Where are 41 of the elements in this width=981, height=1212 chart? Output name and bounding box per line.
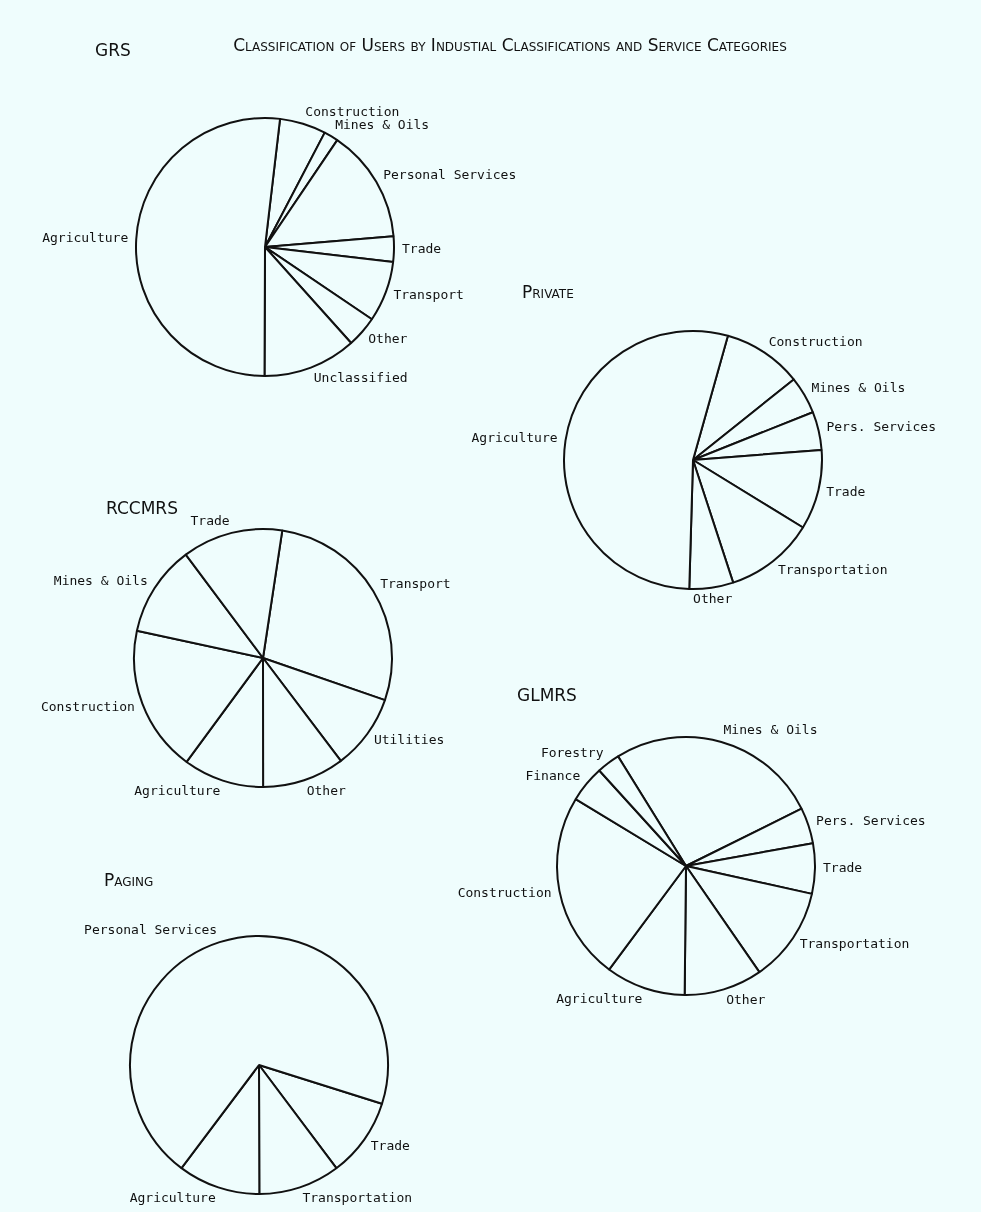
chart-title: RCCMRS <box>106 498 178 518</box>
text: Classification of Users by Industial Classifications and Service Categories <box>233 35 787 55</box>
slice-label: Transportation <box>777 562 888 578</box>
slice-label: Trade <box>826 484 866 500</box>
slice-label: Construction <box>457 884 552 900</box>
slice-label: Unclassified <box>313 370 408 386</box>
slice-label: Mines & Oils <box>335 117 430 133</box>
slice-label: Mines & Oils <box>53 573 148 589</box>
slice-label: Other <box>693 590 733 606</box>
chart-title: GLMRS <box>517 685 577 705</box>
slice-label: Transport <box>393 287 464 303</box>
slice-label: Other <box>368 331 408 347</box>
slice-label: Agriculture <box>134 783 221 799</box>
slice-label: Construction <box>768 333 863 349</box>
slice-label: Agriculture <box>129 1190 216 1206</box>
chart-title: Private <box>522 282 574 302</box>
slice-label: Transport <box>380 576 451 592</box>
slice-label: Trade <box>190 512 230 528</box>
slice-label: Pers. Services <box>826 419 937 435</box>
slice-label: Construction <box>305 103 400 119</box>
slice-label: Trade <box>822 860 863 876</box>
slice-label: Forestry <box>540 744 604 760</box>
slice-label: Transportation <box>799 936 910 952</box>
slice-label: Personal Services <box>84 922 218 938</box>
slice-label: Agriculture <box>471 430 558 446</box>
chart-title: Paging <box>104 870 154 890</box>
slice-label: Utilities <box>373 732 445 748</box>
slice-label: Other <box>306 783 346 799</box>
slice-label: Other <box>726 992 766 1008</box>
slice-label: Construction <box>40 699 135 715</box>
slice-label: Pers. Services <box>816 813 926 829</box>
slice-label: Trade <box>401 240 442 256</box>
slice-label: Trade <box>370 1137 411 1153</box>
slice-label: Transportation <box>302 1190 413 1206</box>
slice-label: Agriculture <box>556 991 643 1007</box>
slice-label: Personal Services <box>383 167 517 183</box>
chart-title: GRS <box>95 40 131 60</box>
slice-label: Finance <box>525 767 581 783</box>
slice-label: Mines & Oils <box>723 721 818 737</box>
slice-label: Agriculture <box>42 229 129 245</box>
slice-label: Mines & Oils <box>811 380 906 396</box>
